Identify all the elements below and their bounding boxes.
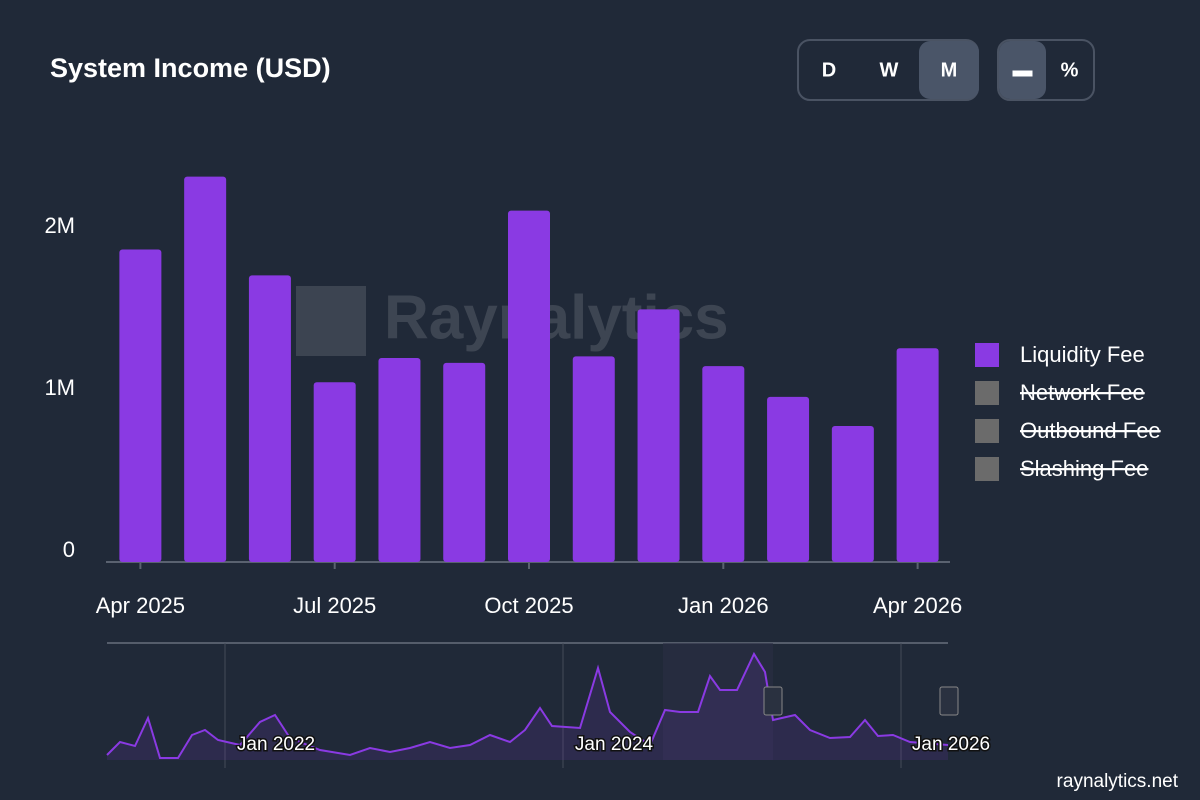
bar[interactable] (378, 357, 421, 562)
x-tick-label: Apr 2026 (873, 593, 962, 618)
y-tick-label: 2M (44, 213, 75, 238)
x-tick-label: Jan 2026 (678, 593, 769, 618)
navigator-line (106, 651, 949, 759)
y-tick-label: 1M (44, 375, 75, 400)
navigator-handle[interactable] (939, 686, 959, 716)
button-active-bg (919, 41, 979, 99)
navigator-selection (663, 643, 773, 760)
x-tick-label: Jul 2025 (293, 593, 376, 618)
mode-group (997, 39, 1095, 101)
chart-title: System Income (USD) (50, 53, 331, 83)
navigator-area (107, 654, 948, 760)
bar[interactable] (508, 210, 550, 562)
x-tick-label: Oct 2025 (484, 593, 573, 618)
legend-label[interactable]: Liquidity Fee (1020, 342, 1145, 367)
bar[interactable] (184, 176, 227, 562)
legend-swatch[interactable] (975, 457, 999, 481)
y-tick-label: 0 (63, 537, 75, 562)
legend-label[interactable]: Outbound Fee (1020, 418, 1161, 443)
legend-label[interactable]: Slashing Fee (1020, 456, 1148, 481)
navigator-label: Jan 2026 (912, 734, 990, 755)
bar[interactable] (831, 425, 874, 562)
navigator-label: Jan 2022 (237, 734, 315, 755)
navigator-label: Jan 2024 (575, 734, 654, 755)
legend-swatch[interactable] (975, 419, 999, 443)
bar[interactable] (767, 396, 810, 562)
watermark-logo (296, 286, 366, 356)
bar[interactable] (572, 356, 615, 562)
x-tick-label: Apr 2025 (96, 593, 185, 618)
navigator (106, 642, 959, 768)
bar[interactable] (313, 382, 356, 562)
navigator-handle[interactable] (763, 686, 783, 716)
bar[interactable] (702, 366, 745, 562)
legend-swatch[interactable] (975, 381, 999, 405)
footer: raynalytics.net (1057, 771, 1179, 792)
legend-swatch[interactable] (975, 343, 999, 367)
bar[interactable] (248, 275, 291, 562)
bar[interactable] (443, 362, 486, 562)
toggle-button[interactable]: ▬ (1013, 59, 1033, 81)
bar[interactable] (896, 348, 939, 562)
toggle-button[interactable]: % (1061, 59, 1079, 81)
button-active-bg (999, 41, 1046, 99)
legend-label[interactable]: Network Fee (1020, 380, 1145, 405)
toggle-button[interactable]: M (941, 59, 958, 81)
bar[interactable] (119, 249, 162, 562)
toggle-button[interactable]: D (822, 59, 836, 81)
bar[interactable] (637, 309, 680, 562)
toggle-button[interactable]: W (880, 59, 899, 81)
